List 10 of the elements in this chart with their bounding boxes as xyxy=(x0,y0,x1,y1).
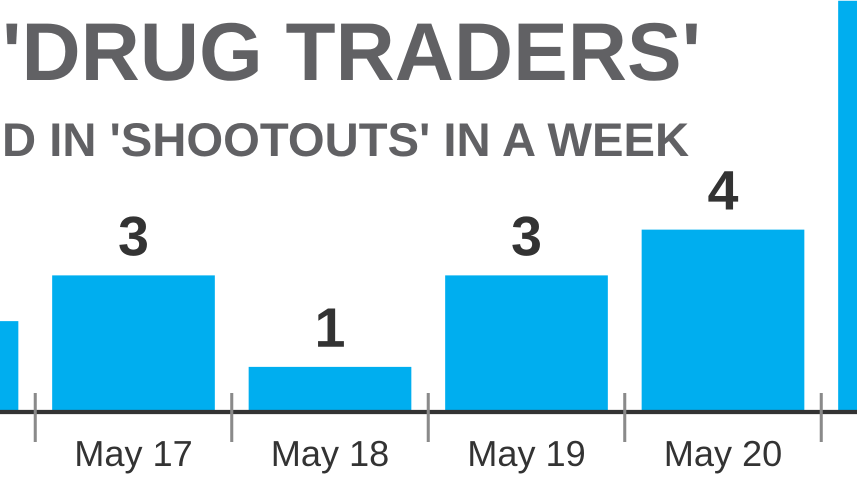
data-label: 1 xyxy=(318,308,344,347)
x-tick-label: May 19 xyxy=(470,440,584,474)
text: D IN 'SHOOTOUTS' IN A WEEK xyxy=(5,123,689,156)
chart-title: 'DRUG TRADERS' xyxy=(6,22,697,81)
data-label: 3 xyxy=(119,216,147,256)
x-tick-label: May 18 xyxy=(274,440,388,474)
data-label: 4 xyxy=(708,171,738,210)
x-tick-label: May 17 xyxy=(77,441,191,474)
x-tick-label: May 20 xyxy=(666,440,781,474)
data-label: 3 xyxy=(512,216,540,256)
